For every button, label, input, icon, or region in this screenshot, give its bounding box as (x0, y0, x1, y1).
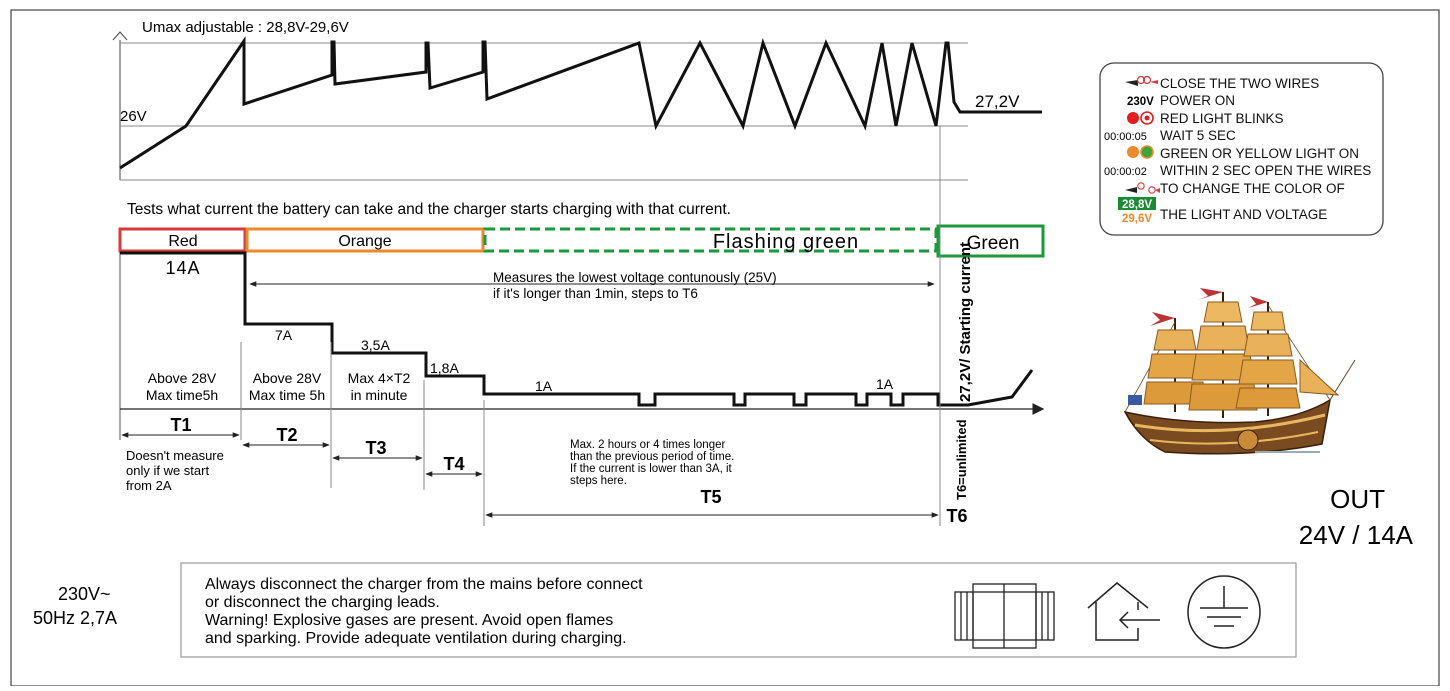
current-curve (120, 251, 1034, 407)
output-line1: OUT (1330, 484, 1385, 514)
t3-condition-line1: Max 4×T2 (348, 370, 411, 386)
t6-label: T6 (946, 506, 967, 526)
t3-condition-line2: in minute (351, 387, 408, 403)
ship-image (1123, 288, 1356, 455)
current-1a-right-label: 1A (876, 376, 894, 392)
voltage-axis-arrow (112, 31, 128, 41)
warning-box: Always disconnect the charger from the m… (180, 562, 1297, 658)
output-line2: 24V / 14A (1299, 520, 1414, 550)
wire-open-icon (1125, 182, 1160, 194)
t1-note-line2: only if we start (126, 463, 209, 478)
input-line2: 50Hz 2,7A (33, 608, 117, 628)
double-insulation-icon (954, 583, 1055, 649)
t6-unlimited-label: T6=unlimited (954, 419, 969, 500)
current-graph: 14A 7A 3,5A 1,8A 1A 1A Measures the lowe… (119, 251, 1045, 440)
phase-flashing-green-box (483, 227, 938, 253)
instr-line3: RED LIGHT BLINKS (1160, 111, 1284, 126)
t4-label: T4 (443, 454, 464, 474)
wire-connect-icon (1125, 75, 1158, 86)
t5-note-line2: than the previous period of time. (570, 451, 734, 463)
umax-label: Umax adjustable : 28,8V-29,6V (142, 19, 349, 36)
v288-badge (1118, 197, 1156, 210)
t2-condition-line2: Max time 5h (249, 387, 325, 403)
instr-line4: WAIT 5 SEC (1160, 128, 1236, 143)
current-18a-label: 1,8A (430, 360, 459, 376)
v26-label: 26V (120, 108, 147, 125)
t2-condition-line1: Above 28V (253, 370, 322, 386)
input-line1: 230V~ (58, 584, 111, 604)
warning-line3: Warning! Explosive gases are present. Av… (205, 612, 613, 629)
instr-v288: 28,8V (1122, 199, 1152, 211)
instr-timer2: 00:00:02 (1104, 166, 1147, 178)
t5-note-line4: steps here. (570, 475, 627, 487)
instr-timer5: 00:00:05 (1104, 131, 1147, 143)
voltage-curve (119, 36, 1042, 170)
measures-text-line1: Measures the lowest voltage contunously … (493, 270, 777, 285)
t1-note-line1: Doesn't measure (126, 448, 224, 463)
time-intervals: T1 T2 T3 T4 T5 T6 Doesn't measure only i… (121, 126, 974, 526)
current-7a-label: 7A (275, 327, 293, 343)
warning-line2: or disconnect the charging leads. (205, 594, 440, 611)
starting-current-label: 27,2V/ Starting current (957, 242, 974, 402)
instr-line2: POWER ON (1160, 93, 1235, 108)
instr-line6: WITHIN 2 SEC OPEN THE WIRES (1160, 163, 1371, 178)
t2-label: T2 (276, 425, 297, 445)
instr-line7: TO CHANGE THE COLOR OF (1160, 181, 1345, 196)
t5-note-line3: If the current is lower than 3A, it (570, 463, 733, 475)
t3-label: T3 (365, 438, 386, 458)
protective-earth-icon (1187, 575, 1261, 649)
instructions-box: CLOSE THE TWO WIRES 230V POWER ON RED LI… (1099, 62, 1384, 236)
t1-label: T1 (170, 415, 191, 435)
warning-frame (180, 562, 1297, 658)
voltage-graph: Umax adjustable : 28,8V-29,6V 26V 27,2V (112, 19, 1042, 181)
measures-text-line2: if it's longer than 1min, steps to T6 (493, 286, 698, 301)
phase-red-label: Red (168, 233, 197, 250)
phase-orange-label: Orange (338, 233, 391, 250)
instr-v296: 29,6V (1122, 213, 1152, 225)
warning-line1: Always disconnect the charger from the m… (205, 576, 643, 593)
instr-line1: CLOSE THE TWO WIRES (1160, 76, 1319, 91)
current-14a-label: 14A (165, 258, 200, 278)
phase-red-box (118, 227, 247, 253)
v272-right-label: 27,2V (975, 92, 1020, 111)
led-green-orange-icon (1127, 145, 1154, 159)
instr-230v: 230V (1127, 96, 1154, 108)
tests-text: Tests what current the battery can take … (127, 201, 731, 218)
t1-condition-line2: Max time5h (146, 387, 218, 403)
phase-green-label: Green (967, 233, 1020, 254)
t1-condition-line1: Above 28V (148, 370, 217, 386)
phase-flashing-green-label: Flashing green (713, 231, 859, 253)
current-35a-label: 3,5A (361, 337, 390, 353)
phase-green-box (936, 224, 1045, 258)
indoor-use-icon (1087, 582, 1160, 641)
instr-line5: GREEN OR YELLOW LIGHT ON (1160, 146, 1359, 161)
current-1a-label: 1A (535, 378, 553, 394)
phase-bar: Red Orange Flashing green Green (118, 224, 1045, 258)
instr-line8: THE LIGHT AND VOLTAGE (1160, 207, 1327, 222)
warning-line4: and sparking. Provide adequate ventilati… (205, 630, 627, 647)
t1-note-line3: from 2A (126, 478, 172, 493)
instructions-frame (1099, 62, 1384, 236)
phase-orange-box (245, 227, 485, 253)
t5-note-line1: Max. 2 hours or 4 times longer (570, 439, 725, 451)
t5-label: T5 (700, 487, 721, 507)
led-red-icon (1127, 111, 1154, 125)
